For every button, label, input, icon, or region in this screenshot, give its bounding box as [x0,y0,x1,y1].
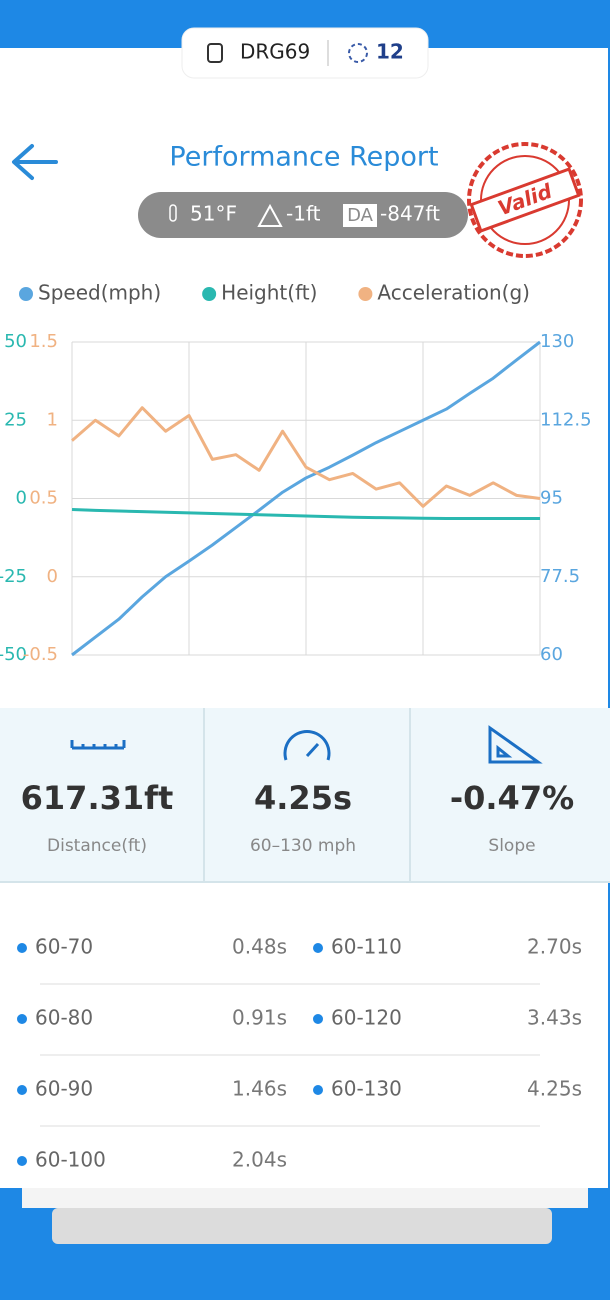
stat-label: Distance(ft) [47,836,147,856]
legend-label: Height(ft) [221,281,317,305]
legend-dot [358,287,373,301]
back-button[interactable] [12,144,58,180]
stat-value: -0.47% [450,779,574,817]
valid-stamp: Valid [467,142,583,258]
gauge-icon [283,729,331,761]
ruler-icon [70,740,126,750]
stamp-ring [467,142,583,258]
tick-label: 77.5 [540,566,580,587]
tick-label: 95 [540,488,563,509]
tick-label: 112.5 [540,409,592,430]
split-dot [17,1156,27,1166]
tick-label: 1.5 [29,331,58,352]
tick-label: 1 [47,409,58,430]
legend-dot [202,287,217,301]
altitude: -1ft [286,202,321,226]
split-time: 1.46s [232,1077,287,1101]
stats-panel [0,708,610,882]
altitude-icon [257,203,283,227]
split-time: 0.48s [232,935,287,959]
footer-bar [52,1208,552,1244]
split-time: 2.04s [232,1148,287,1172]
stat-value: 617.31ft [21,779,174,817]
stats: 617.31ft Distance(ft) 4.25s 60–130 mph -0.47… [21,779,575,856]
split-dot [17,1014,27,1024]
da-label: DA [347,205,374,226]
split-dot [313,943,323,953]
split-dot [17,943,27,953]
tick-label: -50 [0,644,27,665]
split-range: 60-100 [35,1148,106,1172]
count: 12 [376,40,404,64]
stat-label: Slope [488,836,535,856]
split-time: 4.25s [527,1077,582,1101]
split-dot [313,1014,323,1024]
split-range: 60-120 [331,1006,402,1030]
count-icon [348,43,368,63]
stat-value: 4.25s [254,779,352,817]
split-range: 60-90 [35,1077,93,1101]
split-time: 2.70s [527,935,582,959]
tick-label: -0.5 [23,644,58,665]
stat-label: 60–130 mph [250,836,356,856]
split-range: 60-130 [331,1077,402,1101]
split-range: 60-70 [35,935,93,959]
slope-icon [488,725,543,764]
split-dot [17,1085,27,1095]
split-range: 60-80 [35,1006,93,1030]
series-line [71,406,541,508]
legend-label: Acceleration(g) [377,281,530,305]
legend-label: Speed(mph) [38,281,161,305]
device-icon [207,43,223,63]
split-time: 3.43s [527,1006,582,1030]
legend-dot [19,287,33,301]
splits: 60-70 0.48s 60-110 2.70s 60-80 0.91s 60-120 3.4… [17,935,582,1172]
tick-label: 60 [540,644,563,665]
chart: -50-2502550-0.500.511.56077.595112.5130S… [0,281,592,666]
series-line [71,507,540,521]
split-range: 60-110 [331,935,402,959]
density-altitude: -847ft [380,202,440,226]
device-name: DRG69 [240,40,310,64]
gauge-needle [305,742,320,758]
tick-label: 50 [4,331,27,352]
header-pill [181,27,429,79]
tick-label: 0 [16,488,27,509]
da-box [343,204,377,227]
footer-shadow [22,1188,588,1208]
temperature: 51°F [190,202,237,226]
tick-label: 25 [4,409,27,430]
tick-label: -25 [0,566,27,587]
page-title: Performance Report [169,142,438,173]
split-time: 0.91s [232,1006,287,1030]
series-line [71,340,541,657]
tick-label: 0 [47,566,58,587]
stamp-band [469,167,581,233]
thermometer-icon [169,204,177,222]
tick-label: 0.5 [29,488,58,509]
tick-label: 130 [540,331,574,352]
conditions-pill [138,192,468,238]
split-dot [313,1085,323,1095]
